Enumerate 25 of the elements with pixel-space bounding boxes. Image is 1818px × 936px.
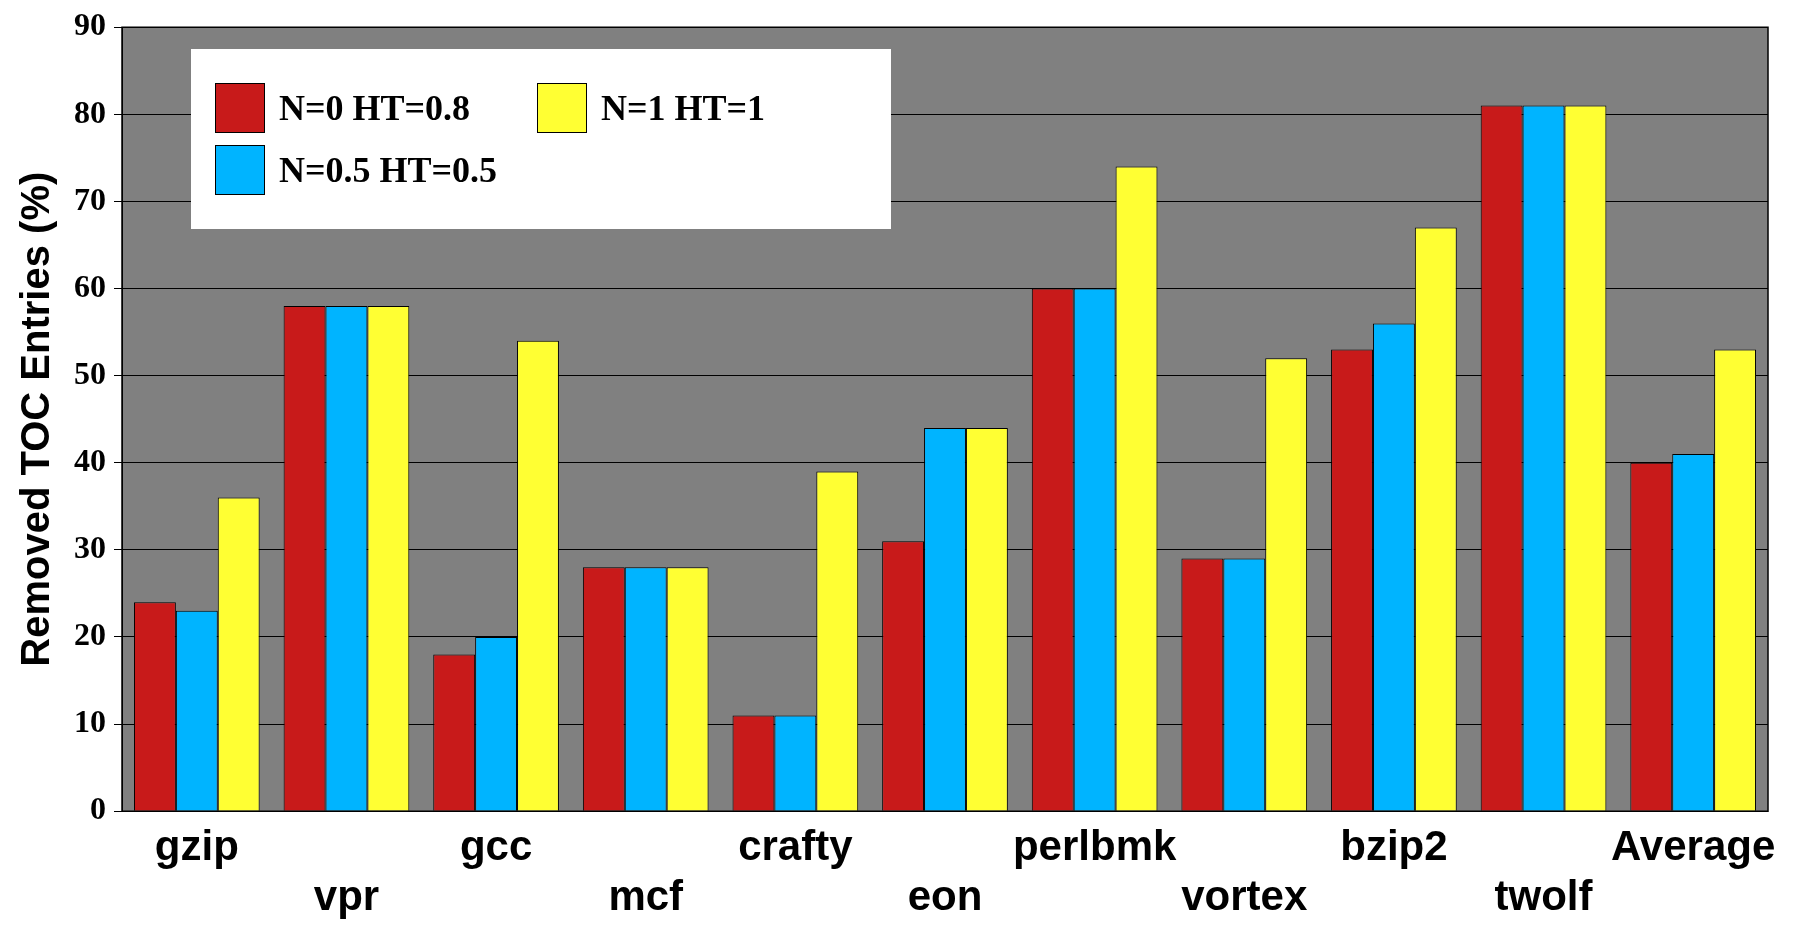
y-tick-label: 40 <box>74 442 106 479</box>
x-tick-label: gzip <box>154 821 239 869</box>
y-tick-label: 30 <box>74 529 106 566</box>
x-tick-label: vpr <box>313 872 380 920</box>
x-tick-label: eon <box>907 872 983 920</box>
x-tick-label: twolf <box>1494 872 1594 920</box>
y-tick-label: 10 <box>74 703 106 740</box>
x-tick-label: bzip2 <box>1340 821 1448 869</box>
legend-label: N=1 HT=1 <box>601 87 766 129</box>
y-tick-label: 90 <box>74 6 106 43</box>
x-tick-label: gcc <box>459 821 533 869</box>
legend-label: N=0 HT=0.8 <box>279 87 471 129</box>
x-tick-label: vortex <box>1181 872 1308 920</box>
y-tick-label: 0 <box>90 790 106 827</box>
x-tick-label: mcf <box>608 872 685 920</box>
y-tick-label: 20 <box>74 616 106 653</box>
legend-label: N=0.5 HT=0.5 <box>279 149 498 191</box>
y-tick-label: 80 <box>74 93 106 130</box>
x-tick-label: crafty <box>738 821 854 869</box>
y-tick-label: 50 <box>74 354 106 391</box>
x-tick-label: Average <box>1611 821 1776 869</box>
y-tick-label: 60 <box>74 267 106 304</box>
y-axis-title: Removed TOC Entries (%) <box>13 171 58 667</box>
x-tick-label: perlbmk <box>1012 821 1177 869</box>
y-tick-label: 70 <box>74 180 106 217</box>
